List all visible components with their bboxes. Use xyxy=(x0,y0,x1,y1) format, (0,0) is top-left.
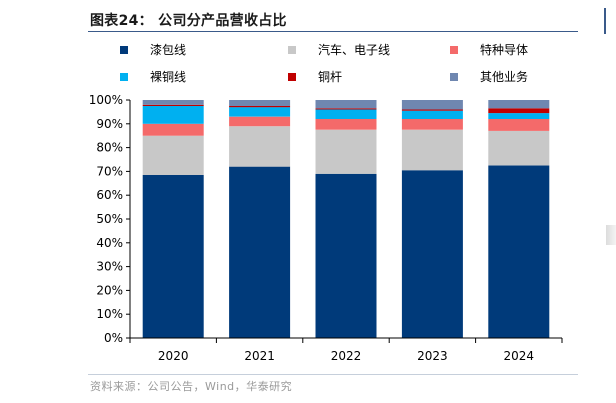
bar-2020-series-0 xyxy=(142,175,204,338)
legend-swatch-2 xyxy=(450,46,458,54)
figure-title: 图表24： 公司分产品营收占比 xyxy=(90,13,287,29)
legend-label-2: 特种导体 xyxy=(480,42,528,57)
bar-2023-series-3 xyxy=(401,110,463,119)
bar-2022-series-4 xyxy=(315,108,377,110)
legend-label-5: 其他业务 xyxy=(480,69,528,84)
bar-2024-series-4 xyxy=(488,108,550,114)
bar-2022-series-2 xyxy=(315,119,377,130)
y-tick-label: 100% xyxy=(89,93,123,107)
y-tick-label: 0% xyxy=(104,331,123,345)
title-divider xyxy=(88,31,578,32)
y-tick-label: 90% xyxy=(96,117,123,131)
bar-2022-series-5 xyxy=(315,100,377,109)
legend-swatch-1 xyxy=(288,46,296,54)
y-tick-label: 70% xyxy=(96,164,123,178)
y-tick-label: 10% xyxy=(96,307,123,321)
bar-2024-series-1 xyxy=(488,130,550,166)
legend-swatch-0 xyxy=(120,46,128,54)
bar-2021-series-3 xyxy=(229,107,291,117)
x-tick-label: 2020 xyxy=(158,349,189,363)
x-tick-label: 2024 xyxy=(504,349,535,363)
legend-label-0: 漆包线 xyxy=(150,43,186,57)
legend-swatch-4 xyxy=(288,73,296,81)
bar-2021-series-2 xyxy=(229,116,291,127)
legend-label-1: 汽车、电子线 xyxy=(318,42,390,57)
bar-2022-series-3 xyxy=(315,109,377,119)
adjacent-panel-edge xyxy=(604,8,606,34)
bar-2020-series-3 xyxy=(142,106,204,124)
bar-2020-series-5 xyxy=(142,100,204,105)
adjacent-panel-shadow xyxy=(606,225,616,245)
bar-2023-series-1 xyxy=(401,129,463,171)
y-tick-label: 40% xyxy=(96,236,123,250)
bar-2021-series-1 xyxy=(229,126,291,167)
bar-2022-series-0 xyxy=(315,173,377,338)
bar-2020-series-4 xyxy=(142,104,204,106)
bar-2023-series-4 xyxy=(401,109,463,111)
legend-swatch-3 xyxy=(120,73,128,81)
source-divider xyxy=(88,374,578,375)
bar-2024-series-3 xyxy=(488,113,550,119)
bar-2024-series-0 xyxy=(488,165,550,338)
bar-2021-series-5 xyxy=(229,100,291,106)
y-tick-label: 30% xyxy=(96,260,123,274)
source-note: 资料来源：公司公告，Wind，华泰研究 xyxy=(90,380,293,393)
y-tick-label: 60% xyxy=(96,188,123,202)
bar-2023-series-5 xyxy=(401,100,463,110)
bar-2020-series-2 xyxy=(142,123,204,136)
bar-2021-series-4 xyxy=(229,106,291,108)
bar-2024-series-2 xyxy=(488,119,550,131)
bar-2024-series-5 xyxy=(488,100,550,109)
y-tick-label: 20% xyxy=(96,283,123,297)
y-tick-label: 80% xyxy=(96,141,123,155)
x-tick-label: 2023 xyxy=(417,349,448,363)
bars xyxy=(142,100,550,338)
bar-2022-series-1 xyxy=(315,129,377,174)
y-tick-label: 50% xyxy=(96,212,123,226)
axes: 2020 2021 2022 2023 2024 0% 10% 20% 30% 40% 50% 60%… xyxy=(89,93,563,363)
bar-2023-series-2 xyxy=(401,119,463,130)
legend-swatch-5 xyxy=(450,73,458,81)
bar-2021-series-0 xyxy=(229,166,291,338)
legend-label-3: 裸铜线 xyxy=(150,69,186,84)
x-tick-label: 2022 xyxy=(331,349,362,363)
bar-2020-series-1 xyxy=(142,135,204,175)
bar-2023-series-0 xyxy=(401,170,463,338)
x-tick-label: 2021 xyxy=(244,349,275,363)
legend-label-4: 铜杆 xyxy=(318,69,342,84)
